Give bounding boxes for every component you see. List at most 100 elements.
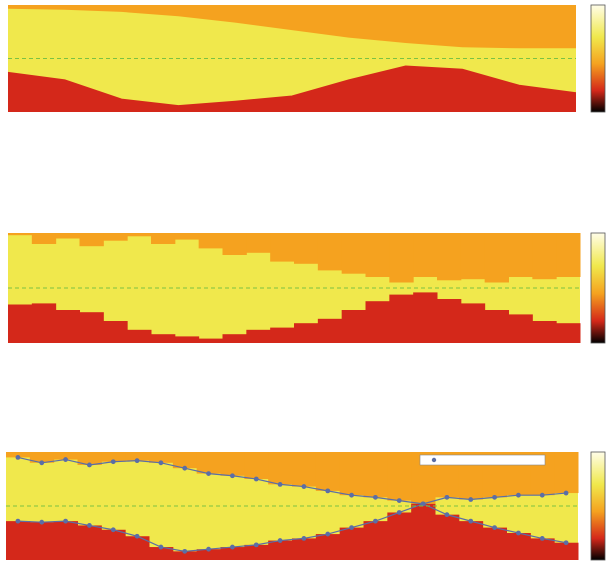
- boundary-line: [7, 65, 577, 107]
- lower-column: [508, 314, 533, 343]
- marker: [110, 459, 116, 465]
- boundary-line: [7, 7, 576, 49]
- upper-column: [339, 452, 364, 496]
- marker: [396, 498, 402, 503]
- colorbar: [590, 232, 606, 344]
- lower-column: [101, 529, 126, 560]
- colorbar: [590, 451, 606, 561]
- upper-column: [196, 452, 221, 474]
- upper-column: [53, 452, 78, 460]
- upper-column: [389, 233, 414, 283]
- lower-column: [484, 310, 509, 343]
- marker: [301, 484, 307, 489]
- upper-column: [174, 233, 200, 240]
- lower-column: [387, 512, 412, 560]
- upper-column: [79, 233, 104, 247]
- marker: [15, 455, 21, 460]
- lower-column: [174, 336, 200, 343]
- upper-column: [508, 233, 533, 277]
- upper-column: [149, 452, 174, 463]
- upper-column: [198, 233, 223, 249]
- upper-column: [222, 233, 247, 255]
- lower-column: [31, 303, 57, 343]
- lower-column: [196, 549, 221, 560]
- marker: [492, 525, 497, 530]
- upper-column: [172, 452, 198, 469]
- marker: [39, 519, 45, 525]
- marker: [110, 527, 116, 533]
- upper-column: [554, 452, 579, 494]
- marker: [63, 457, 68, 462]
- lower-column: [341, 310, 366, 343]
- marker: [301, 536, 307, 541]
- marker: [373, 518, 378, 524]
- upper-column: [268, 452, 293, 485]
- upper-column: [220, 452, 245, 476]
- upper-column: [317, 233, 343, 271]
- lower-column: [198, 338, 223, 343]
- lower-column: [530, 538, 555, 560]
- lower-column: [339, 527, 364, 560]
- marker: [277, 482, 283, 487]
- upper-column: [363, 452, 388, 498]
- panel: [6, 452, 579, 560]
- lower-column: [125, 536, 150, 560]
- marker: [63, 518, 68, 524]
- marker: [182, 465, 188, 471]
- lower-column: [222, 334, 247, 343]
- upper-column: [8, 233, 33, 236]
- lower-column: [294, 323, 319, 343]
- boundary-line: [17, 503, 567, 552]
- upper-column: [460, 233, 486, 280]
- lower-column: [506, 533, 531, 560]
- marker: [373, 494, 378, 500]
- marker: [134, 458, 140, 464]
- lower-column: [315, 534, 341, 560]
- lower-column: [413, 292, 438, 343]
- lower-column: [79, 312, 104, 343]
- lower-column: [556, 323, 581, 343]
- marker: [539, 492, 545, 498]
- marker: [396, 510, 402, 515]
- upper-column: [103, 233, 128, 241]
- upper-column: [437, 233, 462, 281]
- lower-column: [149, 547, 174, 560]
- marker: [39, 460, 45, 466]
- upper-column: [294, 233, 319, 264]
- lower-column: [268, 540, 293, 560]
- upper-column: [151, 233, 176, 244]
- marker: [134, 533, 140, 539]
- lower-column: [389, 294, 414, 343]
- marker: [158, 460, 164, 466]
- marker: [253, 476, 259, 482]
- legend-marker: [431, 457, 437, 463]
- upper-column: [532, 233, 557, 280]
- lower-column: [244, 544, 269, 560]
- marker: [516, 492, 521, 498]
- marker: [444, 512, 450, 518]
- panel: [7, 5, 577, 112]
- lower-column: [317, 318, 343, 343]
- marker: [182, 548, 188, 554]
- boundary-line: [17, 456, 567, 505]
- upper-column: [270, 233, 295, 262]
- legend-box: [419, 454, 546, 466]
- lower-column: [220, 547, 245, 560]
- upper-column: [31, 233, 57, 244]
- lower-column: [460, 303, 486, 343]
- upper-column: [387, 452, 412, 501]
- marker: [516, 530, 521, 536]
- marker: [325, 531, 331, 537]
- upper-column: [101, 452, 126, 462]
- upper-column: [6, 452, 31, 458]
- upper-column: [365, 233, 390, 277]
- upper-column: [413, 233, 438, 277]
- marker: [253, 542, 259, 548]
- lower-column: [363, 521, 388, 560]
- marker: [468, 497, 474, 502]
- upper-column: [77, 452, 102, 465]
- marker: [563, 540, 569, 546]
- lower-column: [437, 299, 462, 343]
- colorbar: [590, 4, 606, 113]
- upper-column: [125, 452, 150, 461]
